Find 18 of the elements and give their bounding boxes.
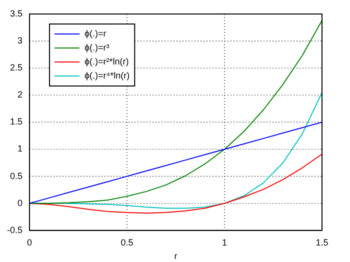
y-tick-label: 0.5 bbox=[10, 170, 23, 181]
x-tick-label: 1.5 bbox=[316, 237, 328, 248]
x-tick-label: 0 bbox=[27, 237, 32, 248]
y-tick-label: 2.5 bbox=[10, 62, 23, 73]
y-tick-label: 3.5 bbox=[10, 8, 23, 18]
x-axis-title: r bbox=[174, 251, 178, 262]
y-tick-label: 2 bbox=[17, 90, 23, 100]
legend-label: ϕ(.)=r²*ln(r) bbox=[84, 56, 129, 66]
legend-label: ϕ(.)=r³ bbox=[84, 42, 110, 52]
y-tick-label: -0.5 bbox=[6, 224, 23, 235]
y-tick-label: 1 bbox=[17, 144, 23, 154]
legend-label: ϕ(.)=r⁴*ln(r) bbox=[84, 70, 130, 80]
x-tick-label: 1 bbox=[222, 237, 228, 248]
y-tick-label: 3 bbox=[17, 36, 23, 46]
y-tick-label: 0 bbox=[17, 198, 23, 208]
legend-label: ϕ(.)=r bbox=[84, 28, 106, 38]
x-tick-label: 0.5 bbox=[120, 237, 134, 248]
y-tick-label: 1.5 bbox=[10, 116, 23, 127]
